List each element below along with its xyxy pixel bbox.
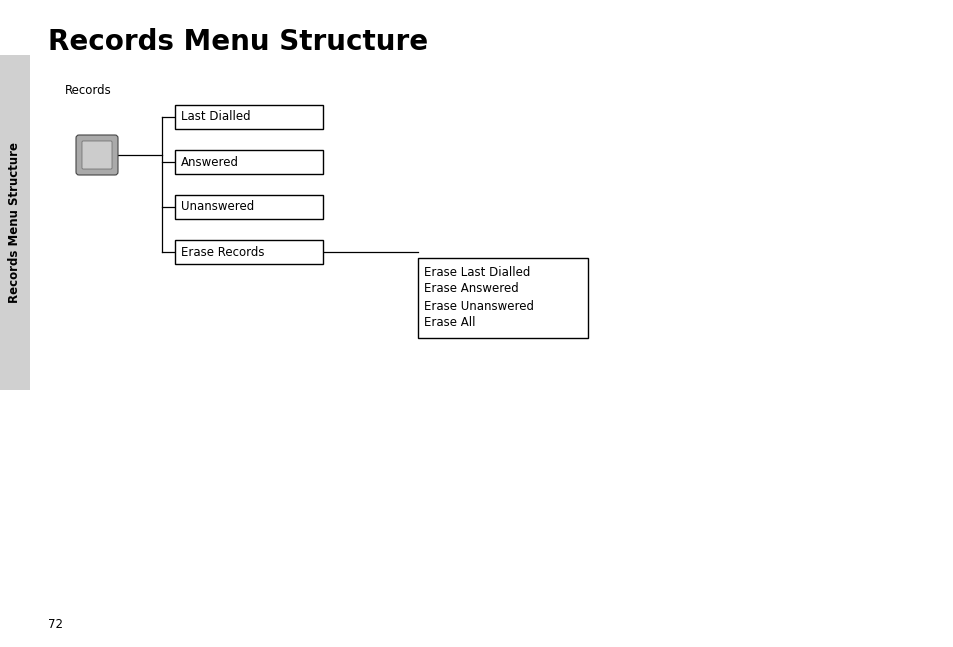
Text: Records: Records [65, 83, 112, 96]
Bar [174, 195, 323, 219]
FancyBboxPatch shape [76, 135, 118, 175]
Text: Answered: Answered [181, 155, 239, 168]
Text: Erase All: Erase All [423, 316, 475, 329]
Bar [174, 150, 323, 174]
Text: 72: 72 [48, 619, 63, 631]
Text: Erase Last Dialled: Erase Last Dialled [423, 265, 530, 278]
Text: Unanswered: Unanswered [181, 201, 254, 214]
Text: Last Dialled: Last Dialled [181, 111, 251, 124]
Text: Records Menu Structure: Records Menu Structure [9, 142, 22, 303]
Text: Erase Answered: Erase Answered [423, 283, 518, 296]
Text: Erase Unanswered: Erase Unanswered [423, 300, 534, 313]
Bar [174, 240, 323, 264]
Text: Erase Records: Erase Records [181, 245, 264, 259]
Bar [174, 105, 323, 129]
Bar [417, 258, 587, 338]
FancyBboxPatch shape [82, 141, 112, 169]
Bar [0, 55, 30, 390]
Text: Records Menu Structure: Records Menu Structure [48, 28, 428, 56]
